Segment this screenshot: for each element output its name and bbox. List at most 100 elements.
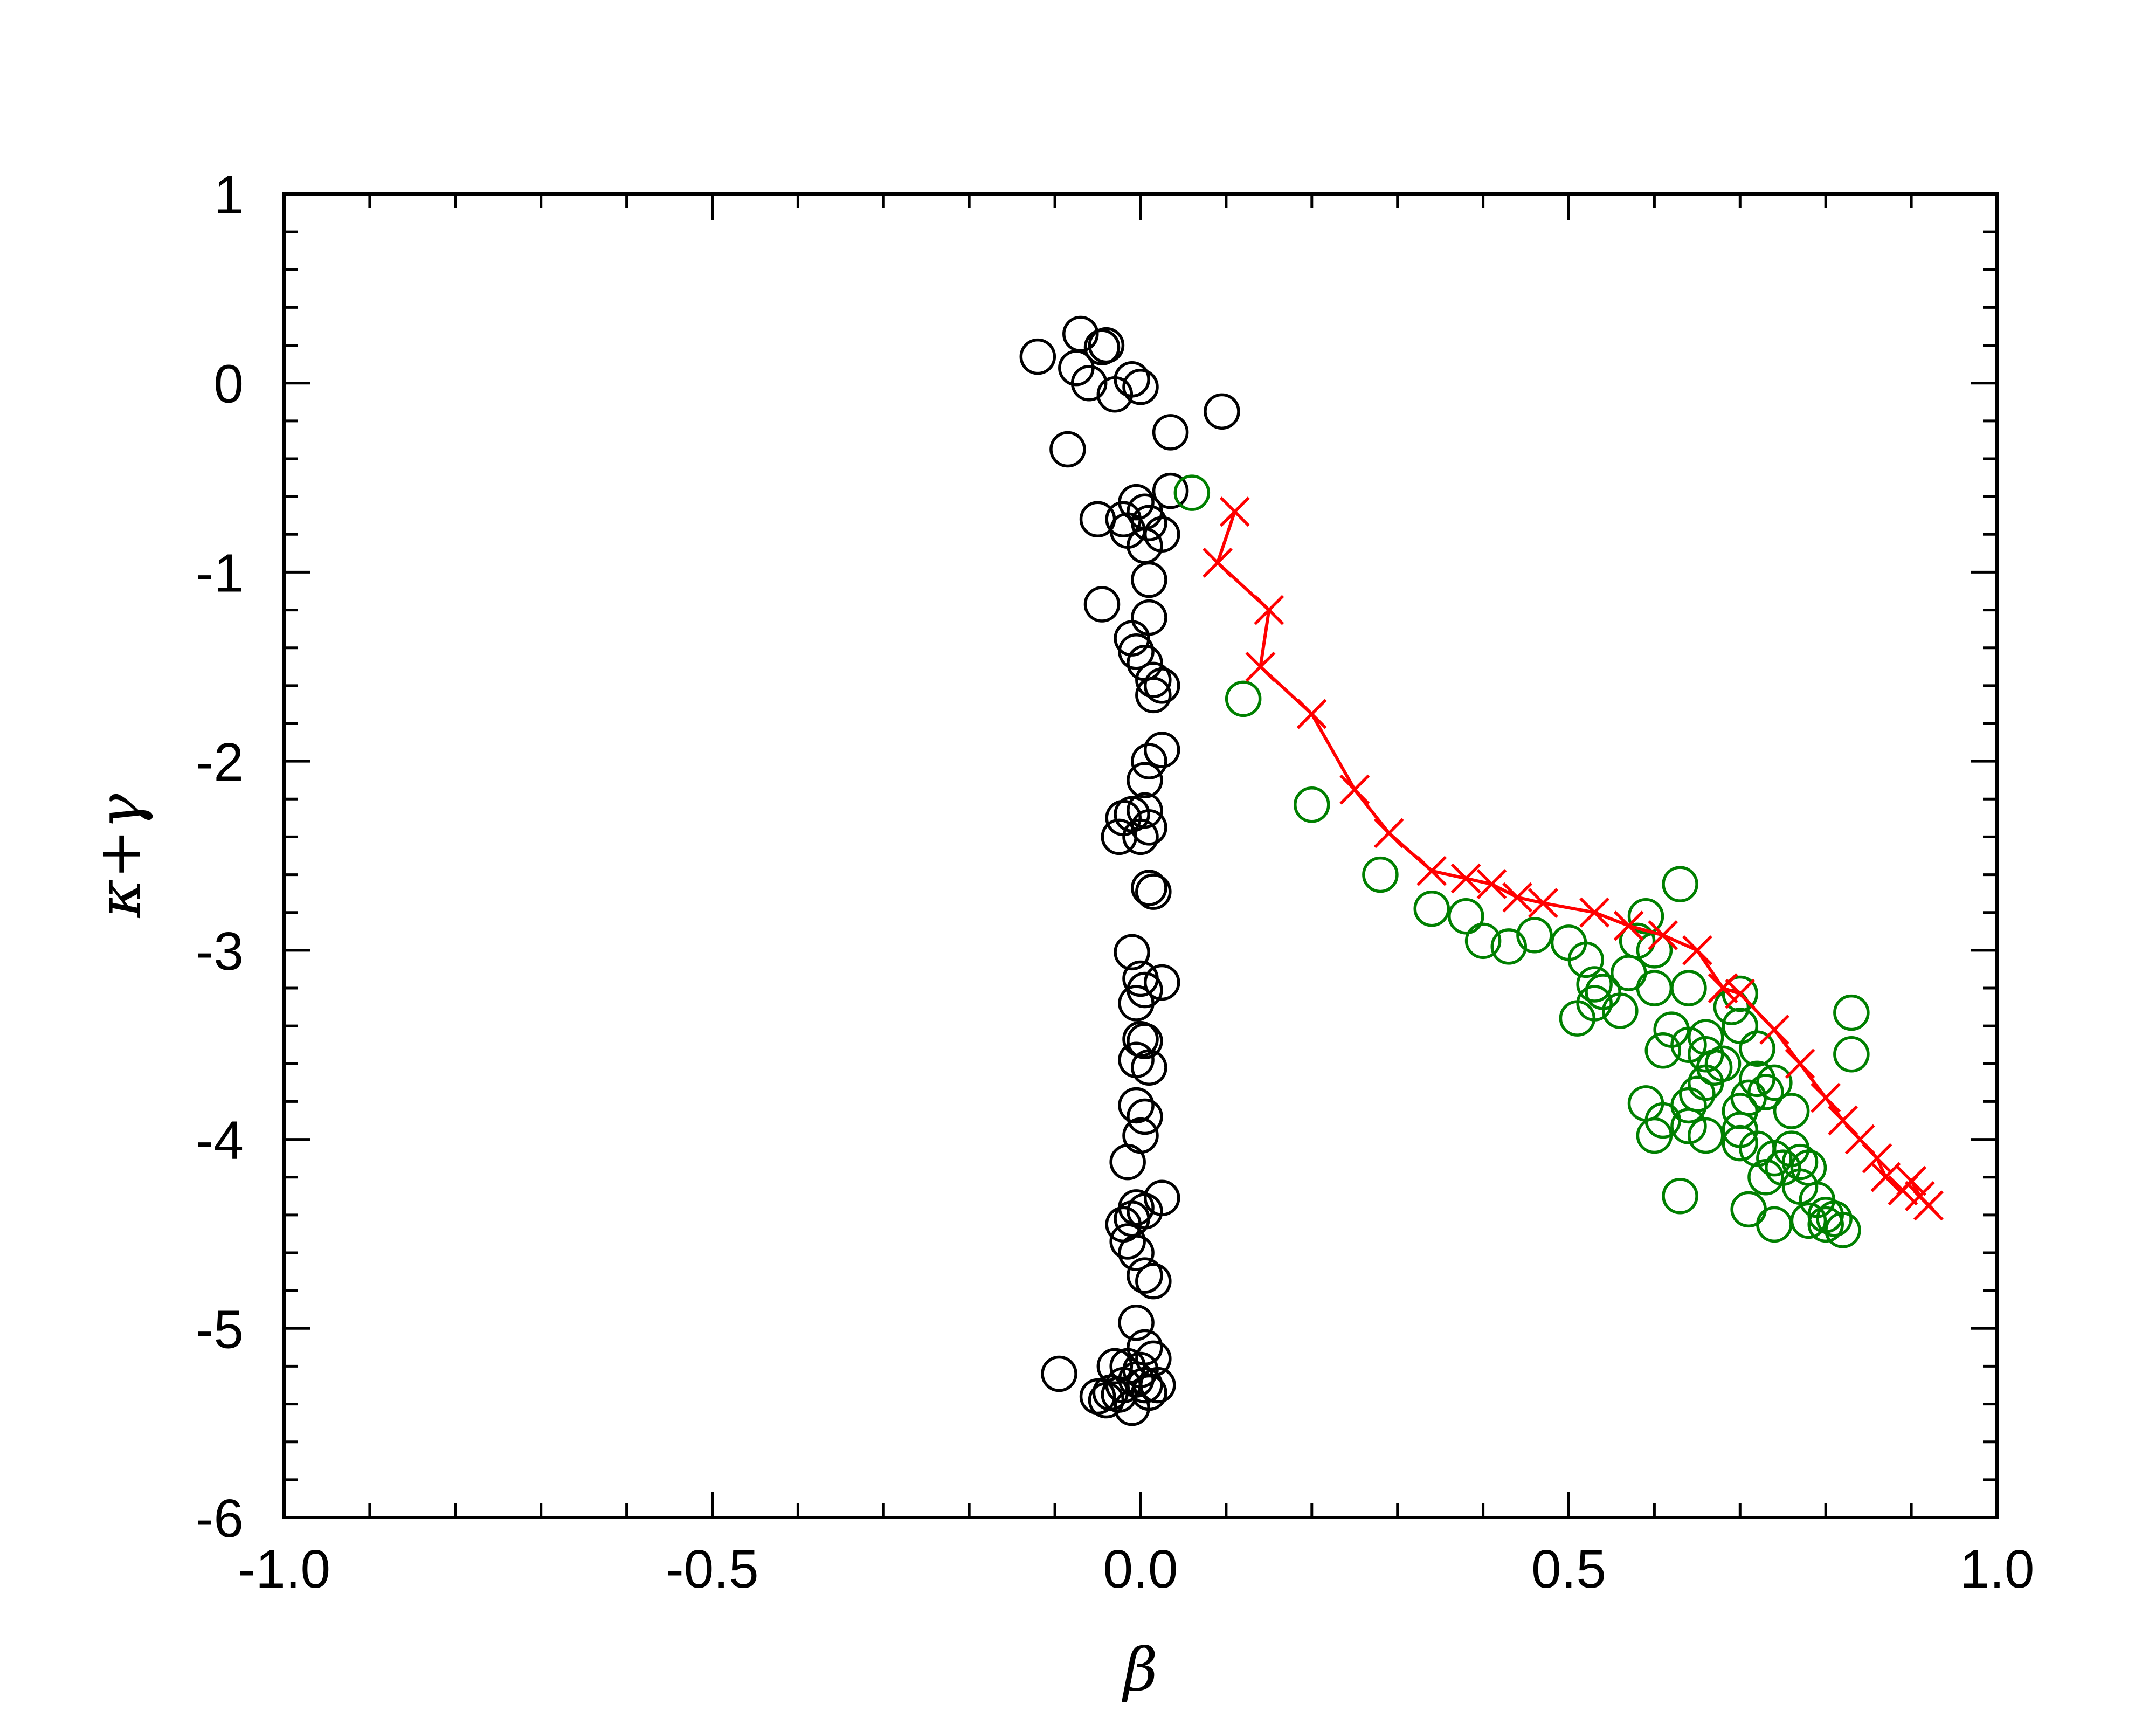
data-point <box>1670 1108 1707 1144</box>
data-point <box>1118 1305 1155 1341</box>
data-point <box>1567 941 1605 978</box>
data-point <box>1528 888 1558 919</box>
data-point <box>1739 1030 1775 1067</box>
data-point <box>1636 970 1673 1006</box>
data-point <box>1662 1178 1698 1215</box>
series-0 <box>1019 315 1240 1426</box>
data-point <box>1747 1158 1784 1196</box>
y-tick-label: 0 <box>213 354 244 415</box>
data-point <box>1450 863 1481 894</box>
data-point <box>1747 1074 1784 1110</box>
y-tick-label: 1 <box>213 165 244 225</box>
data-point <box>1254 595 1284 625</box>
data-point <box>1339 774 1370 805</box>
data-point <box>1019 338 1056 375</box>
data-point <box>1294 786 1330 823</box>
data-point <box>1135 677 1172 714</box>
data-point <box>1204 393 1240 430</box>
data-point <box>1679 1075 1716 1113</box>
data-point <box>1152 414 1189 451</box>
data-point <box>1109 1223 1146 1260</box>
data-point <box>1139 1367 1176 1404</box>
data-point <box>1131 809 1167 846</box>
x-tick-label: -0.5 <box>666 1539 758 1599</box>
y-tick-label: -1 <box>196 543 244 603</box>
series-1 <box>1173 474 1870 1248</box>
data-point <box>1756 1140 1793 1177</box>
data-point <box>1687 1117 1724 1154</box>
data-point <box>1502 882 1533 913</box>
data-point <box>1041 1355 1077 1392</box>
axis-ticks <box>282 192 1999 1519</box>
data-point <box>1114 361 1150 398</box>
y-tick-label: -6 <box>196 1488 244 1549</box>
data-point <box>1448 898 1484 935</box>
data-point <box>1648 920 1678 950</box>
data-point <box>1636 1117 1673 1154</box>
y-tick-label: -5 <box>196 1299 244 1360</box>
data-point <box>1143 667 1180 704</box>
data-point <box>1114 934 1150 971</box>
data-point <box>1613 910 1644 941</box>
y-tick-label: -4 <box>196 1110 244 1171</box>
data-point <box>1833 994 1870 1031</box>
y-tick-label: -2 <box>196 732 244 792</box>
data-point <box>1127 762 1163 798</box>
data-point <box>1670 1087 1707 1124</box>
data-point <box>1083 329 1121 365</box>
data-point <box>1131 561 1167 598</box>
data-point <box>1135 661 1172 699</box>
data-point <box>1083 586 1121 623</box>
data-point <box>1219 496 1250 527</box>
data-point <box>1122 818 1159 855</box>
data-point <box>1708 973 1738 1003</box>
series-2 <box>1203 496 1944 1221</box>
data-point <box>1576 966 1613 1003</box>
data-point <box>1245 651 1276 682</box>
data-point <box>1143 732 1180 768</box>
data-point <box>1131 1374 1167 1411</box>
data-point <box>1135 873 1172 910</box>
data-point <box>1122 1117 1159 1154</box>
data-point <box>1135 1262 1172 1300</box>
data-point <box>1722 1124 1759 1162</box>
data-point <box>1516 917 1553 954</box>
data-point <box>1127 792 1163 829</box>
data-point <box>1118 1087 1155 1124</box>
data-point <box>1118 633 1155 670</box>
data-point <box>1811 1082 1841 1113</box>
data-point <box>1670 1026 1707 1063</box>
tick-labels: -1.0 -0.5 0.0 0.5 1.0 1 0 -1 -2 -3 -4 -5 -6 <box>196 165 2034 1599</box>
data-point <box>1870 1162 1901 1192</box>
data-point <box>1152 472 1189 509</box>
data-point <box>1759 1015 1789 1045</box>
data-point <box>1127 1098 1163 1135</box>
data-point <box>1203 547 1233 578</box>
data-point <box>1682 935 1712 965</box>
data-point <box>1225 680 1262 717</box>
data-point <box>1101 1376 1138 1413</box>
data-point <box>1730 1191 1767 1228</box>
data-point <box>1373 818 1404 848</box>
data-point <box>1790 1149 1827 1186</box>
data-point <box>1079 501 1116 537</box>
data-point <box>1049 431 1086 468</box>
data-point <box>1131 505 1167 541</box>
data-point <box>1807 1206 1844 1243</box>
data-point <box>1464 922 1502 960</box>
data-point <box>1070 364 1108 402</box>
data-point <box>1131 599 1167 636</box>
data-point <box>1131 1049 1167 1086</box>
data-point <box>1131 870 1167 906</box>
x-tick-label: -1.0 <box>238 1539 330 1599</box>
data-point <box>1413 890 1450 927</box>
data-point <box>1619 922 1656 960</box>
data-point <box>1825 1212 1861 1248</box>
data-point <box>1725 978 1756 1009</box>
data-point <box>1127 1367 1163 1404</box>
data-point <box>1773 1093 1810 1129</box>
plot-frame <box>282 192 1999 1519</box>
data-point <box>1862 1143 1892 1174</box>
data-point <box>1118 985 1155 1022</box>
